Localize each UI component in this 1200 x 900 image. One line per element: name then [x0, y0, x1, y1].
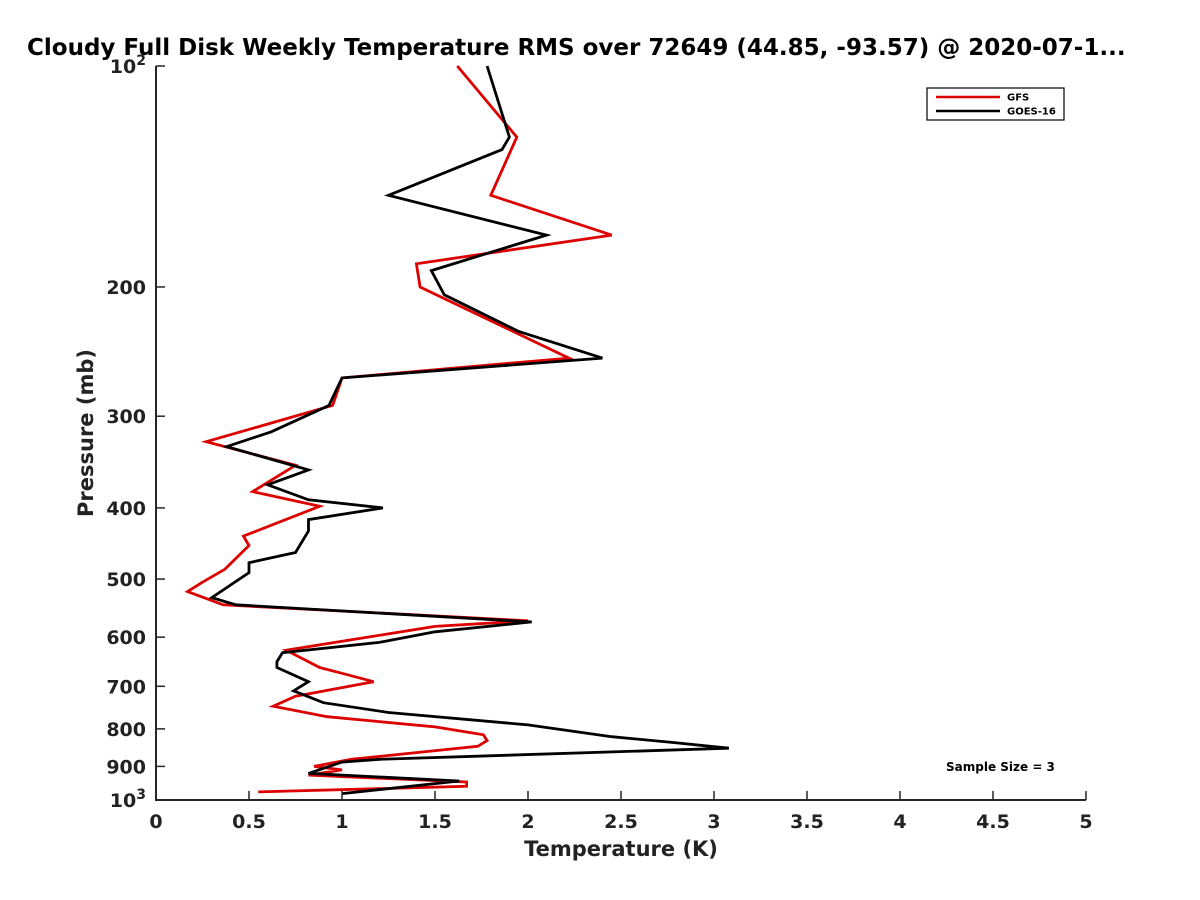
y-tick-label: 200 [106, 277, 146, 299]
y-axis: 102 200 300 400 500 600 700 800 900 103 [106, 53, 165, 812]
x-tick-label: 2 [521, 811, 534, 833]
y-tick-label: 700 [106, 676, 146, 698]
y-tick-label: 600 [106, 627, 146, 649]
y-tick-label: 500 [106, 569, 146, 591]
x-tick-label: 3 [707, 811, 720, 833]
legend-label-gfs: GFS [1007, 93, 1029, 104]
x-tick-label: 1 [335, 811, 348, 833]
plot-area [155, 65, 1086, 801]
x-tick-label: 1.5 [418, 811, 452, 833]
legend-box [926, 87, 1065, 121]
y-tick-label: 103 [110, 787, 146, 812]
y-tick-label: 400 [106, 498, 146, 520]
y-tick-label: 102 [110, 53, 146, 78]
y-axis-label: Pressure (mb) [74, 349, 98, 517]
legend: GFS GOES-16 [926, 87, 1065, 121]
y-tick-label: 300 [106, 406, 146, 428]
series-line-goes16 [208, 65, 730, 795]
legend-label-goes16: GOES-16 [1007, 107, 1056, 118]
x-tick-label: 0 [149, 811, 162, 833]
x-tick-label: 3.5 [790, 811, 824, 833]
series-line-gfs [184, 65, 613, 794]
sample-size-annotation: Sample Size = 3 [946, 760, 1055, 774]
series-layer [184, 65, 730, 795]
y-tick-label: 900 [106, 756, 146, 778]
x-tick-label: 2.5 [604, 811, 638, 833]
x-axis-label: Temperature (K) [524, 837, 718, 861]
x-tick-label: 0.5 [232, 811, 266, 833]
x-tick-label: 4.5 [976, 811, 1010, 833]
x-tick-label: 4 [893, 811, 906, 833]
chart-title: Cloudy Full Disk Weekly Temperature RMS … [27, 35, 1126, 61]
x-tick-label: 5 [1079, 811, 1092, 833]
y-tick-label: 800 [106, 719, 146, 741]
x-axis: 0 0.5 1 1.5 2 2.5 3 3.5 4 4.5 5 [149, 791, 1093, 833]
